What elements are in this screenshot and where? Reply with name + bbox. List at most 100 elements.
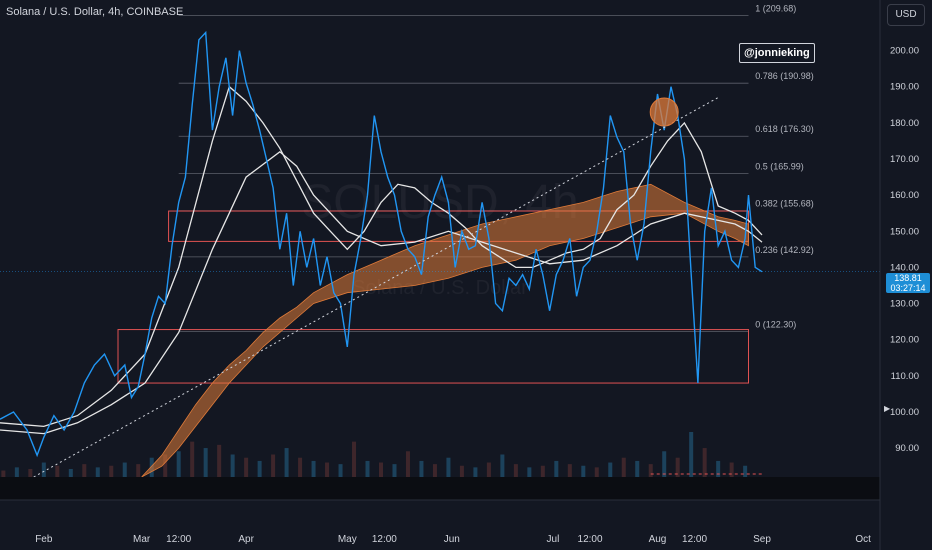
y-tick-label: 130.00 [890, 299, 919, 310]
volume-bar [621, 457, 626, 477]
volume-bar [338, 464, 343, 477]
volume-bar [257, 460, 262, 477]
volume-bar [648, 464, 653, 477]
volume-bar [702, 448, 707, 477]
x-tick-label: 12:00 [166, 534, 191, 545]
volume-bar [540, 465, 545, 477]
volume-bar [432, 464, 437, 477]
volume-bar [352, 441, 357, 477]
x-tick-label: Mar [133, 534, 151, 545]
y-tick-label: 100.00 [890, 407, 919, 418]
x-tick-label: Apr [238, 534, 254, 545]
volume-bar [405, 451, 410, 477]
volume-bar [662, 451, 667, 477]
moving-average-line [0, 85, 763, 428]
bar-countdown: 03:27:14 [890, 283, 926, 293]
volume-bar [311, 460, 316, 477]
volume-bar [635, 460, 640, 477]
volume-bar [1, 470, 6, 477]
volume-bar [554, 460, 559, 477]
x-tick-label: 12:00 [372, 534, 397, 545]
volume-bar [14, 467, 19, 477]
x-tick-label: Jul [547, 534, 560, 545]
x-tick-label: 12:00 [682, 534, 707, 545]
volume-bar [136, 464, 141, 477]
fib-label: 0.382 (155.68) [755, 199, 814, 209]
volume-bar [378, 462, 383, 477]
y-tick-label: 170.00 [890, 154, 919, 165]
y-tick-label: 140.00 [890, 262, 919, 273]
volume-bar [459, 465, 464, 477]
support-zone [117, 329, 750, 384]
moving-average-line [0, 150, 763, 435]
y-tick-label: 180.00 [890, 118, 919, 129]
x-tick-label: Jun [444, 534, 460, 545]
x-tick-label: Feb [35, 534, 53, 545]
price-line [0, 30, 763, 458]
scroll-right-arrow-icon[interactable]: ▶ [884, 404, 891, 413]
volume-bar [729, 462, 734, 477]
current-price-value: 138.81 [894, 273, 922, 283]
volume-bar [325, 462, 330, 477]
fib-label: 0.786 (190.98) [755, 71, 814, 81]
fib-label: 0.5 (165.99) [755, 161, 804, 171]
volume-bar [230, 454, 235, 477]
volume-bar [95, 467, 100, 477]
volume-bar [68, 468, 73, 477]
volume-bar [594, 467, 599, 477]
volume-bar [163, 454, 168, 477]
volume-bars [1, 432, 748, 477]
volume-bar [743, 465, 748, 477]
volume-bar [298, 457, 303, 477]
lower-panel [0, 477, 932, 500]
y-tick-label: 160.00 [890, 190, 919, 201]
volume-bar [284, 448, 289, 477]
x-tick-label: Oct [855, 534, 871, 545]
volume-bar [217, 444, 222, 477]
x-tick-label: 12:00 [578, 534, 603, 545]
price-series [0, 30, 880, 458]
current-price-label: 138.81 03:27:14 [886, 273, 930, 293]
volume-bar [608, 462, 613, 477]
x-tick-label: May [338, 534, 357, 545]
volume-bar [675, 457, 680, 477]
volume-bar [567, 464, 572, 477]
volume-bar [271, 454, 276, 477]
volume-bar [244, 457, 249, 477]
volume-bar [190, 441, 195, 477]
volume-bar [28, 468, 33, 477]
volume-bar [689, 432, 694, 477]
volume-bar [419, 460, 424, 477]
volume-bar [176, 451, 181, 477]
symbol-title: Solana / U.S. Dollar, 4h, COINBASE [6, 6, 184, 18]
moving-averages [0, 85, 763, 435]
currency-button[interactable]: USD [887, 4, 925, 26]
volume-bar [473, 467, 478, 477]
volume-bar [446, 457, 451, 477]
fib-label: 0.618 (176.30) [755, 124, 814, 134]
y-tick-label: 150.00 [890, 226, 919, 237]
volume-bar [500, 454, 505, 477]
volume-bar [486, 462, 491, 477]
trendline-line [33, 97, 719, 478]
volume-bar [716, 460, 721, 477]
author-tag: @jonnieking [739, 43, 815, 63]
x-tick-label: Sep [753, 534, 771, 545]
volume-bar [122, 462, 127, 477]
y-tick-label: 190.00 [890, 82, 919, 93]
volume-bar [109, 465, 114, 477]
y-tick-label: 110.00 [891, 371, 919, 382]
volume-bar [527, 467, 532, 477]
highlight-circle [649, 97, 679, 127]
volume-bar [41, 462, 46, 477]
fib-label: 0.236 (142.92) [755, 245, 814, 255]
fib-label: 1 (209.68) [755, 4, 796, 14]
volume-bar [82, 464, 87, 477]
volume-bar [581, 465, 586, 477]
y-tick-label: 90.00 [895, 443, 919, 454]
y-tick-label: 120.00 [890, 335, 919, 346]
trendline [33, 97, 719, 478]
volume-bar [513, 464, 518, 477]
